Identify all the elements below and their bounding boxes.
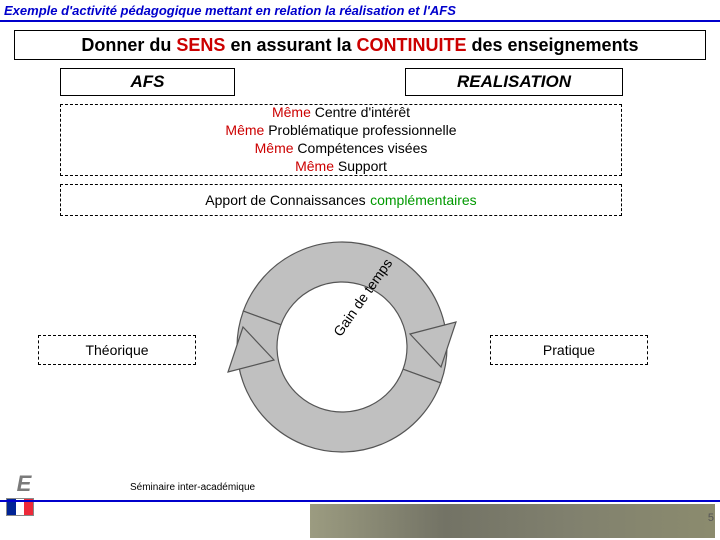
common-line-3: Même Support <box>295 158 387 176</box>
cycle-diagram <box>210 222 474 472</box>
apport-black: Apport de Connaissances <box>205 192 365 208</box>
cycle-arrows-svg <box>210 222 474 472</box>
realisation-label: REALISATION <box>457 72 571 92</box>
panel-common: Même Centre d'intérêt Même Problématique… <box>60 104 622 176</box>
main-heading-box: Donner du SENS en assurant la CONTINUITE… <box>14 30 706 60</box>
ministry-logo: E <box>6 470 42 498</box>
pratique-box: Pratique <box>490 335 648 365</box>
theorique-box: Théorique <box>38 335 196 365</box>
pratique-label: Pratique <box>543 342 595 358</box>
common-line-2: Même Compétences visées <box>255 140 428 158</box>
heading-cont: CONTINUITE <box>357 35 467 55</box>
main-heading: Donner du SENS en assurant la CONTINUITE… <box>81 35 638 56</box>
footer-divider <box>0 500 720 502</box>
theorique-label: Théorique <box>85 342 148 358</box>
afs-box: AFS <box>60 68 235 96</box>
realisation-box: REALISATION <box>405 68 623 96</box>
footer-caption: Séminaire inter-académique <box>130 482 255 493</box>
heading-mid: en assurant la <box>225 35 356 55</box>
heading-sens: SENS <box>176 35 225 55</box>
page-number: 5 <box>708 512 714 524</box>
heading-pre: Donner du <box>81 35 176 55</box>
slide: Exemple d'activité pédagogique mettant e… <box>0 0 720 540</box>
title-bar: Exemple d'activité pédagogique mettant e… <box>0 0 720 22</box>
afs-label: AFS <box>131 72 165 92</box>
panel-apport: Apport de Connaissances complémentaires <box>60 184 622 216</box>
apport-green: complémentaires <box>370 192 477 208</box>
common-line-0: Même Centre d'intérêt <box>272 104 410 122</box>
heading-post: des enseignements <box>467 35 639 55</box>
footer-photo-strip <box>310 504 715 538</box>
common-line-1: Même Problématique professionnelle <box>225 122 456 140</box>
page-title: Exemple d'activité pédagogique mettant e… <box>4 3 456 18</box>
